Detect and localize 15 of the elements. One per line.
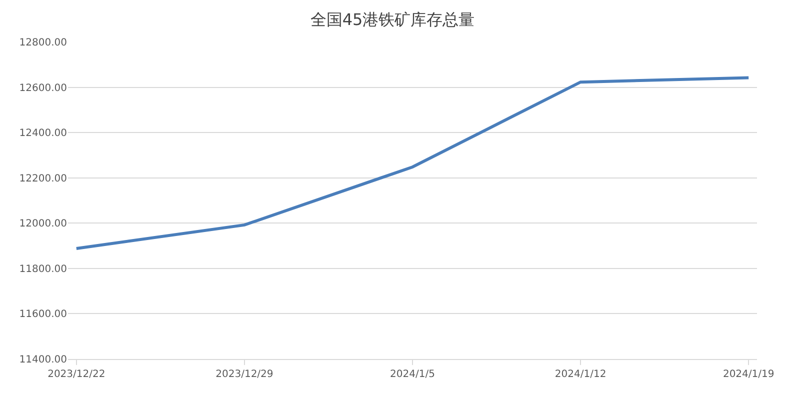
- y-tick-label: 12600.00: [19, 82, 67, 94]
- x-tick-label: 2024/1/12: [554, 369, 606, 380]
- y-tick-label: 11600.00: [19, 309, 67, 320]
- chart-title: 全国45港铁矿库存总量: [310, 10, 475, 30]
- line-series: [74, 76, 750, 250]
- x-tick-label: 2024/1/19: [722, 369, 774, 380]
- x-tick-label: 2023/12/29: [216, 369, 274, 380]
- y-tick-label: 11800.00: [19, 264, 67, 275]
- y-tick-label: 12800.00: [19, 38, 67, 48]
- y-tick-label: 12200.00: [19, 173, 67, 184]
- x-tick-label: 2024/1/5: [390, 369, 435, 380]
- y-tick-label: 11400.00: [19, 354, 67, 366]
- x-tick-label: 2023/12/22: [48, 369, 106, 380]
- y-tick-label: 12400.00: [19, 128, 67, 140]
- y-tick-label: 12000.00: [19, 218, 67, 230]
